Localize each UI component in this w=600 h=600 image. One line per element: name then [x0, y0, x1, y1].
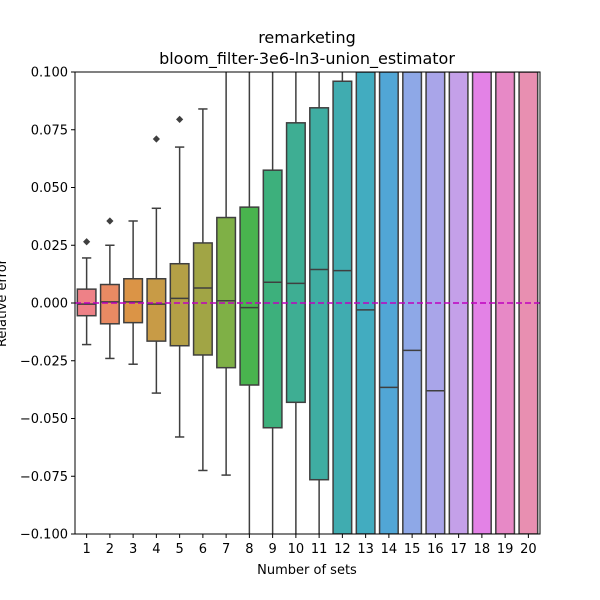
x-tick-label: 17 [450, 542, 467, 557]
x-tick-label: 13 [357, 542, 374, 557]
plot-content [76, 72, 539, 534]
box-2 [99, 283, 120, 325]
x-tick-label: 4 [152, 542, 160, 557]
x-tick-label: 7 [222, 542, 230, 557]
box-5 [169, 262, 190, 347]
x-tick-label: 8 [245, 542, 253, 557]
axes-frame [74, 71, 541, 535]
box-10 [285, 122, 306, 404]
outlier-point [152, 135, 160, 143]
outlier-point [83, 238, 91, 246]
box-7 [216, 216, 237, 369]
x-tick-label: 6 [199, 542, 207, 557]
x-tick-label: 15 [404, 542, 421, 557]
box-11 [309, 107, 330, 481]
box-8 [239, 206, 260, 386]
box-12 [332, 80, 353, 534]
box-14 [378, 72, 399, 534]
x-tick-label: 1 [82, 542, 90, 557]
x-tick-label: 9 [268, 542, 276, 557]
box-4 [146, 277, 167, 342]
y-tick-label: −0.025 [20, 354, 68, 369]
y-tick-label: 0.050 [31, 181, 68, 196]
x-tick-label: 12 [334, 542, 351, 557]
y-tick-label: 0.100 [31, 66, 68, 81]
x-tick-label: 10 [288, 542, 305, 557]
box-3 [123, 277, 144, 324]
box-6 [192, 242, 213, 356]
y-tick-label: 0.075 [31, 123, 68, 138]
y-tick-label: 0.025 [31, 239, 68, 254]
outlier-point [176, 115, 184, 123]
axes: −0.100 −0.075 −0.050 −0.025 0.000 0.025 0.050 0… [20, 66, 541, 557]
x-tick-label: 16 [427, 542, 444, 557]
x-tick-label: 18 [474, 542, 491, 557]
y-tick-label: −0.075 [20, 470, 68, 485]
x-tick-label: 14 [381, 542, 398, 557]
chart-title: remarketing [258, 28, 356, 47]
x-axis-label: Number of sets [257, 563, 357, 578]
box-19 [495, 72, 516, 534]
x-tick-label: 11 [311, 542, 328, 557]
x-tick-label: 19 [497, 542, 514, 557]
chart-subtitle: bloom_filter-3e6-ln3-union_estimator [159, 49, 455, 69]
y-tick-label: −0.050 [20, 412, 68, 427]
x-tick-label: 20 [520, 542, 537, 557]
x-tick-label: 2 [106, 542, 114, 557]
plot-area [75, 72, 540, 534]
outlier-point [106, 217, 114, 225]
x-tick-label: 3 [129, 542, 137, 557]
y-axis-label: Relative error [0, 258, 10, 347]
x-tick-label: 5 [175, 542, 183, 557]
box-9 [262, 169, 283, 429]
y-tick-label: 0.000 [31, 297, 68, 312]
y-tick-label: −0.100 [20, 528, 68, 543]
